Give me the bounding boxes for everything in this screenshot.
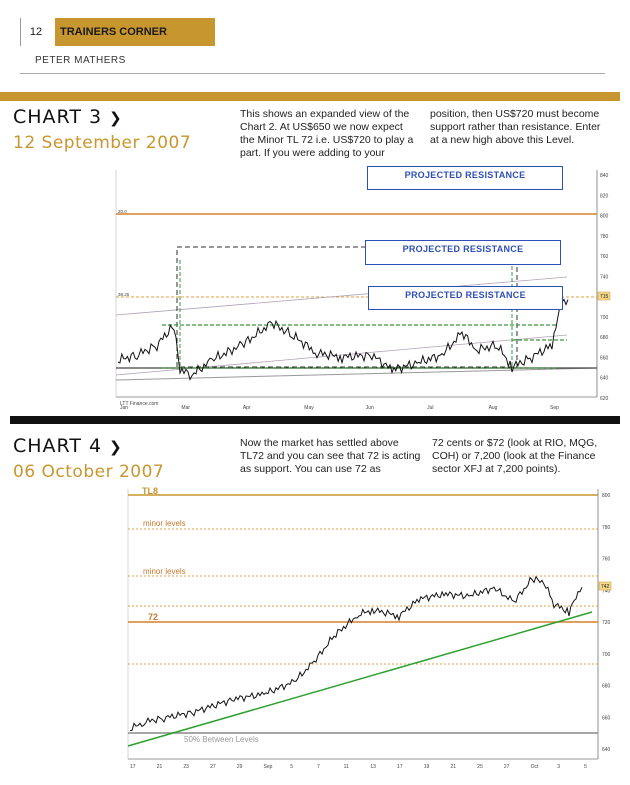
chevron-right-icon: ❯ xyxy=(109,109,123,127)
chart4-figure: 800 780 760 740 720 700 680 660 640 17 21 23 27 29 Se… xyxy=(127,486,612,770)
axis-tick-label: 7 xyxy=(317,764,320,770)
axis-tick-label: 25 xyxy=(477,764,483,770)
projected-resistance-box-3: PROJECTED RESISTANCE xyxy=(368,286,563,310)
author-name: PETER MATHERS xyxy=(35,55,126,66)
chart3-level-label-2: 38.25 xyxy=(118,292,130,297)
projected-resistance-label-1: PROJECTED RESISTANCE xyxy=(404,170,526,180)
axis-tick-label: 660 xyxy=(602,715,611,721)
axis-tick-label: 760 xyxy=(602,557,611,563)
chart3-source: LTT Finance.com xyxy=(120,401,158,407)
minor-levels-label-2: minor levels xyxy=(143,567,186,576)
chart3-text-col1: This shows an expanded view of the Chart… xyxy=(240,108,414,159)
axis-tick-label: 700 xyxy=(600,315,609,321)
page-number: 12 xyxy=(20,18,51,46)
axis-tick-label: 27 xyxy=(210,764,216,770)
axis-tick-label: Apr xyxy=(243,405,251,410)
axis-tick-label: Aug xyxy=(489,405,498,410)
chevron-right-icon: ❯ xyxy=(109,438,123,456)
projected-resistance-label-3: PROJECTED RESISTANCE xyxy=(405,290,526,300)
axis-tick-label: 17 xyxy=(397,764,403,770)
axis-tick-label: 720 xyxy=(602,620,611,626)
axis-tick-label: Sep xyxy=(550,405,559,410)
chart4-price-badge: 742 xyxy=(601,584,610,590)
axis-tick-label: 640 xyxy=(602,747,611,753)
axis-tick-label: 740 xyxy=(600,274,609,280)
chart3-heading-text: CHART 3 xyxy=(13,106,103,128)
dark-divider-band xyxy=(10,416,620,424)
chart4-date: 06 October 2007 xyxy=(13,462,165,482)
axis-tick-label: May xyxy=(304,405,314,410)
axis-tick-label: 17 xyxy=(130,764,136,770)
axis-tick-label: 800 xyxy=(602,493,611,499)
axis-tick-label: 780 xyxy=(602,525,611,531)
chart4-text-col2: 72 cents or $72 (look at RIO, MQG, COH) … xyxy=(432,437,598,475)
minor-levels-label-1: minor levels xyxy=(143,519,186,528)
chart3-figure: 840820800780760740720700680660640620 Jan… xyxy=(115,170,611,410)
axis-tick-label: Jan xyxy=(120,405,128,410)
axis-tick-label: 640 xyxy=(600,376,609,382)
section-title: TRAINERS CORNER xyxy=(55,18,215,46)
axis-tick-label: 680 xyxy=(600,335,609,341)
projected-resistance-box-2: PROJECTED RESISTANCE xyxy=(365,240,561,265)
axis-tick-label: 760 xyxy=(600,254,609,260)
axis-tick-label: 620 xyxy=(600,396,609,402)
axis-tick-label: 13 xyxy=(370,764,376,770)
axis-tick-label: 21 xyxy=(157,764,163,770)
axis-tick-label: 840 xyxy=(600,173,609,179)
axis-tick-label: Mar xyxy=(181,405,190,410)
chart3-text-col2: position, then US$720 must become suppor… xyxy=(430,108,601,146)
axis-tick-label: 660 xyxy=(600,355,609,361)
axis-tick-label: Oct xyxy=(531,764,539,770)
axis-tick-label: 27 xyxy=(504,764,510,770)
chart3-price-badge: 715 xyxy=(600,294,609,300)
header-divider xyxy=(20,73,605,74)
chart3-date: 12 September 2007 xyxy=(13,133,192,153)
projected-resistance-label-2: PROJECTED RESISTANCE xyxy=(402,244,524,254)
axis-tick-label: 680 xyxy=(602,684,611,690)
axis-tick-label: 800 xyxy=(600,214,609,220)
axis-tick-label: 19 xyxy=(424,764,430,770)
axis-tick-label: 700 xyxy=(602,652,611,658)
axis-tick-label: 3 xyxy=(557,764,560,770)
axis-tick-label: Jul xyxy=(427,405,433,410)
axis-tick-label: 5 xyxy=(584,764,587,770)
axis-tick-label: 5 xyxy=(290,764,293,770)
axis-tick-label: 11 xyxy=(344,764,349,770)
chart3-heading: CHART 3 ❯ xyxy=(13,106,123,128)
gold-divider-band xyxy=(0,92,620,101)
chart3-level-label-1: 20.0 xyxy=(118,209,127,214)
label-72: 72 xyxy=(148,612,158,622)
projected-resistance-box-1: PROJECTED RESISTANCE xyxy=(367,166,563,190)
axis-tick-label: 740 xyxy=(602,588,611,594)
fifty-pct-label: 50% Between Levels xyxy=(184,735,259,744)
axis-tick-label: 21 xyxy=(450,764,456,770)
axis-tick-label: Sep xyxy=(264,764,273,770)
axis-tick-label: 820 xyxy=(600,193,609,199)
chart4-heading-text: CHART 4 xyxy=(13,435,103,457)
axis-tick-label: 23 xyxy=(183,764,189,770)
tl8-label: TL8 xyxy=(142,486,158,496)
axis-tick-label: Jun xyxy=(366,405,374,410)
axis-tick-label: 29 xyxy=(237,764,243,770)
chart4-heading: CHART 4 ❯ xyxy=(13,435,123,457)
axis-tick-label: 780 xyxy=(600,234,609,240)
chart4-text-col1: Now the market has settled above TL72 an… xyxy=(240,437,421,475)
